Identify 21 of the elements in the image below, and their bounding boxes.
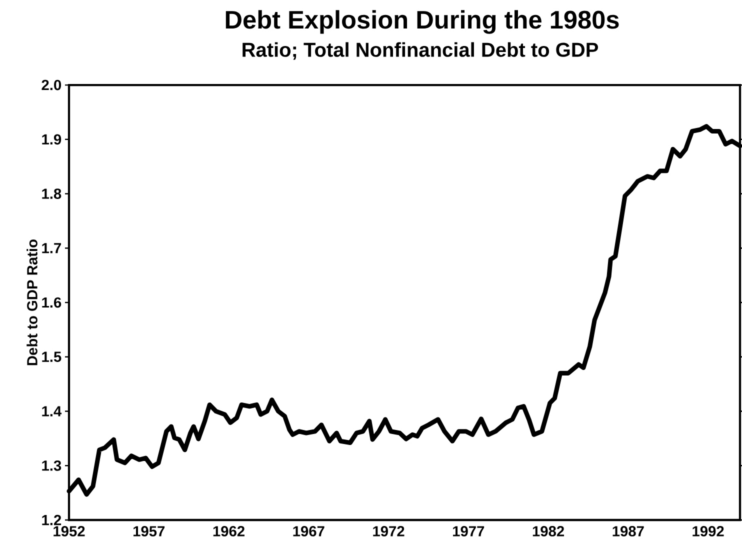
chart-subtitle: Ratio; Total Nonfinancial Debt to GDP [242, 42, 598, 60]
y-axis-title: Debt to GDP Ratio [26, 240, 38, 366]
y-tick-label: 1.6 [42, 297, 62, 308]
y-tick-label: 1.9 [42, 134, 62, 145]
chart-title: Debt Explosion During the 1980s [226, 10, 619, 34]
y-tick-label: 2.0 [42, 80, 62, 90]
x-tick-label: 1967 [293, 526, 324, 536]
x-tick-label: 1962 [213, 526, 244, 536]
y-tick-label: 1.7 [42, 243, 61, 254]
x-tick-label: 1952 [54, 526, 85, 536]
y-tick-label: 1.4 [42, 406, 62, 416]
x-tick-label: 1992 [692, 526, 724, 536]
x-tick-label: 1982 [532, 526, 564, 536]
x-tick-label: 1957 [133, 526, 165, 536]
y-tick-label: 1.3 [42, 460, 62, 471]
x-tick-label: 1987 [612, 526, 644, 536]
y-tick-label: 1.5 [42, 352, 62, 362]
x-tick-label: 1972 [373, 526, 404, 536]
y-tick-label: 1.2 [42, 514, 62, 526]
y-tick-label: 1.8 [42, 188, 62, 199]
x-tick-label: 1977 [453, 526, 484, 536]
